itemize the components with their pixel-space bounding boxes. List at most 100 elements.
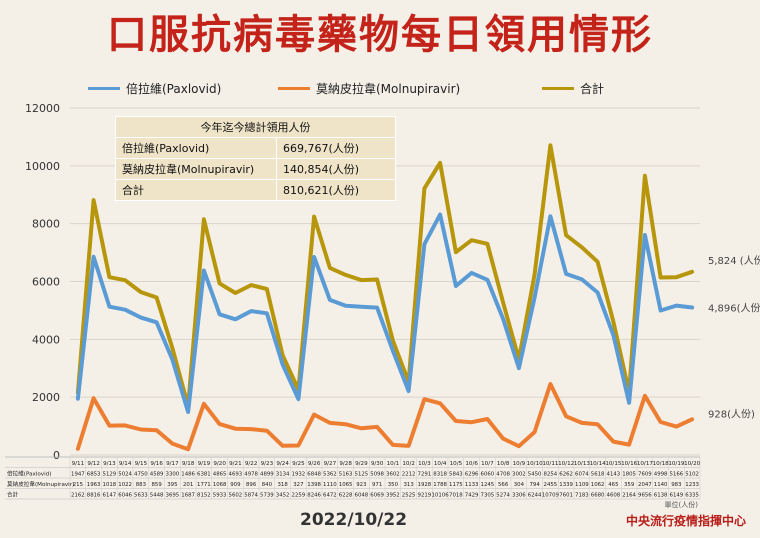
table-cell: 350 xyxy=(388,482,399,488)
summary-table: 今年迄今總計領用人份 倍拉維(Paxlovid) 669,767(人份) 莫納皮拉… xyxy=(115,116,396,201)
table-cell: 6138 xyxy=(654,493,668,499)
legend-swatch-paxlovid xyxy=(88,87,120,90)
table-cell: 4693 xyxy=(229,472,243,478)
table-cell: 313 xyxy=(403,482,413,488)
table-cell: 6069 xyxy=(370,493,384,499)
table-cell: 794 xyxy=(529,482,540,488)
table-cell: 3602 xyxy=(386,472,400,478)
table-cell: 1018 xyxy=(103,482,117,488)
table-cell: 6147 xyxy=(103,493,117,499)
table-cell: 465 xyxy=(608,482,618,488)
table-cell: 1140 xyxy=(654,482,668,488)
table-cell: 983 xyxy=(671,482,681,488)
x-tick-label: 10/10 xyxy=(527,461,544,467)
table-cell: 883 xyxy=(136,482,146,488)
table-cell: 2212 xyxy=(402,472,416,478)
x-tick-label: 10/4 xyxy=(434,461,447,467)
page-title: 口服抗病毒藥物每日領用情形 xyxy=(107,12,653,58)
table-cell: 1687 xyxy=(181,493,195,499)
y-tick-label: 4000 xyxy=(32,333,60,346)
legend-label-paxlovid: 倍拉維(Paxlovid) xyxy=(126,82,222,96)
table-cell: 4143 xyxy=(607,472,621,478)
table-cell: 5163 xyxy=(339,472,353,478)
table-cell: 6149 xyxy=(670,493,684,499)
y-tick-label: 10000 xyxy=(25,160,60,173)
x-tick-label: 9/25 xyxy=(292,461,305,467)
x-tick-label: 9/19 xyxy=(198,461,211,467)
y-tick-label: 12000 xyxy=(25,102,60,115)
x-tick-label: 10/16 xyxy=(621,461,638,467)
summary-name: 莫納皮拉韋(Molnupiravir) xyxy=(115,158,277,180)
end-value-label: 5,824 (人份) xyxy=(708,255,760,267)
table-cell: 4899 xyxy=(260,472,274,478)
table-cell: 3134 xyxy=(276,472,290,478)
table-cell: 1805 xyxy=(622,472,636,478)
x-tick-label: 9/17 xyxy=(166,461,179,467)
summary-row-total: 合計 810,621(人份) xyxy=(115,179,396,201)
series-line-2 xyxy=(75,143,695,409)
report-date: 2022/10/22 xyxy=(300,510,408,530)
x-tick-label: 10/20 xyxy=(684,461,701,467)
table-cell: 5843 xyxy=(449,472,463,478)
table-cell: 7601 xyxy=(559,493,573,499)
table-cell: 5448 xyxy=(150,493,164,499)
table-cell: 6262 xyxy=(559,472,573,478)
end-value-label: 4,896(人份) xyxy=(708,302,760,314)
table-cell: 1065 xyxy=(339,482,353,488)
x-tick-label: 9/13 xyxy=(103,461,116,467)
table-cell: 4708 xyxy=(496,472,510,478)
table-cell: 2259 xyxy=(292,493,306,499)
x-tick-label: 9/28 xyxy=(339,461,352,467)
table-cell: 6853 xyxy=(87,472,101,478)
table-cell: 1486 xyxy=(181,472,195,478)
summary-name: 倍拉維(Paxlovid) xyxy=(115,137,277,159)
legend-item-paxlovid: 倍拉維(Paxlovid) xyxy=(88,80,221,97)
table-cell: 1932 xyxy=(292,472,306,478)
summary-row-paxlovid: 倍拉維(Paxlovid) 669,767(人份) xyxy=(115,137,396,159)
x-tick-label: 10/18 xyxy=(653,461,670,467)
x-tick-label: 9/30 xyxy=(371,461,384,467)
x-tick-label: 9/23 xyxy=(261,461,274,467)
table-cell: 6228 xyxy=(339,493,353,499)
table-cell: 6244 xyxy=(528,493,542,499)
table-cell: 5874 xyxy=(244,493,258,499)
table-cell: 6381 xyxy=(197,472,211,478)
table-cell: 4865 xyxy=(213,472,227,478)
table-cell: 5098 xyxy=(370,472,384,478)
table-cell: 4750 xyxy=(134,472,148,478)
x-tick-label: 10/19 xyxy=(668,461,685,467)
summary-value: 669,767(人份) xyxy=(276,137,396,159)
x-tick-label: 9/29 xyxy=(355,461,368,467)
table-cell: 1022 xyxy=(118,482,132,488)
x-tick-label: 9/27 xyxy=(324,461,337,467)
table-cell: 1175 xyxy=(449,482,463,488)
table-cell: 3452 xyxy=(276,493,290,499)
table-cell: 1062 xyxy=(591,482,605,488)
table-cell: 201 xyxy=(183,482,193,488)
table-cell: 8318 xyxy=(433,472,447,478)
y-tick-label: 2000 xyxy=(32,391,60,404)
table-cell: 6060 xyxy=(481,472,495,478)
table-cell: 5602 xyxy=(229,493,243,499)
table-cell: 5450 xyxy=(528,472,542,478)
table-cell: 395 xyxy=(167,482,177,488)
table-cell: 6680 xyxy=(591,493,605,499)
table-cell: 1788 xyxy=(433,482,447,488)
table-cell: 8254 xyxy=(544,472,558,478)
table-cell: 5933 xyxy=(213,493,227,499)
table-cell: 971 xyxy=(372,482,382,488)
series-line-1 xyxy=(75,382,695,452)
table-cell: 7018 xyxy=(449,493,463,499)
table-cell: 5362 xyxy=(323,472,337,478)
y-tick-label: 8000 xyxy=(32,218,60,231)
table-cell: 2162 xyxy=(71,493,85,499)
table-cell: 5618 xyxy=(591,472,605,478)
table-cell: 6074 xyxy=(575,472,589,478)
x-tick-label: 9/18 xyxy=(182,461,195,467)
table-cell: 304 xyxy=(514,482,525,488)
table-cell: 8246 xyxy=(307,493,321,499)
x-tick-label: 10/12 xyxy=(558,461,574,467)
table-cell: 6335 xyxy=(685,493,699,499)
table-cell: 2047 xyxy=(638,482,652,488)
